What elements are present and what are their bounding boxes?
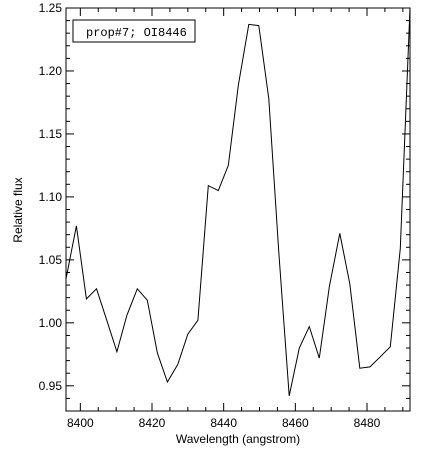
y-tick-label: 1.05: [39, 253, 63, 267]
tick-labels: 8400 8420 8440 8460 8480 0.95 1.00 1.05 1.10 1.15…: [39, 1, 381, 430]
y-tick-label: 1.10: [39, 190, 63, 204]
axis-ticks: [66, 7, 410, 412]
series-line: [65, 7, 411, 397]
y-axis-label: Relative flux: [11, 177, 25, 242]
x-tick-label: 8460: [282, 416, 309, 430]
y-tick-label: 1.25: [39, 1, 63, 15]
y-tick-label: 1.15: [39, 127, 63, 141]
legend-label: prop#7; OI8446: [86, 26, 187, 40]
x-tick-label: 8440: [210, 416, 237, 430]
y-tick-label: 0.95: [39, 379, 63, 393]
x-tick-label: 8480: [354, 416, 381, 430]
x-tick-label: 8420: [139, 416, 166, 430]
y-tick-label: 1.00: [39, 316, 63, 330]
legend-box: [72, 19, 196, 43]
y-tick-label: 1.20: [39, 64, 63, 78]
x-axis-label: Wavelength (angstrom): [176, 432, 300, 446]
x-tick-label: 8400: [67, 416, 94, 430]
